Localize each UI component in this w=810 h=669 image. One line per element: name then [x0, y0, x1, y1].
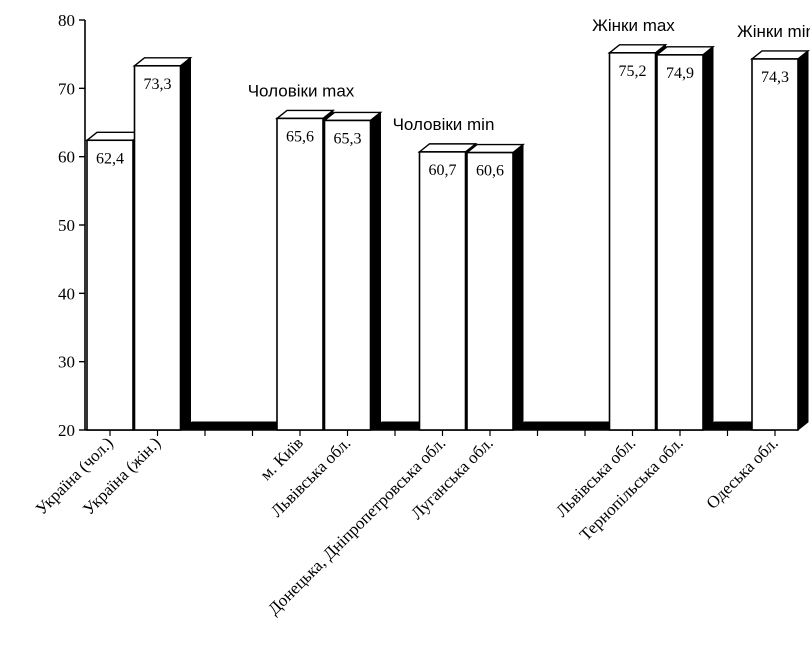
- bar-top: [655, 46, 715, 56]
- x-tick-label: Львівська обл.: [552, 433, 639, 520]
- y-tick-label: 40: [58, 284, 75, 303]
- bar-top: [322, 111, 383, 122]
- bar-top: [132, 57, 193, 67]
- bar-14: [750, 49, 810, 432]
- group-label: Чоловіки max: [248, 81, 355, 100]
- bar-side: [370, 111, 381, 432]
- group-label: Чоловіки min: [393, 115, 495, 134]
- group-label: Жінки max: [592, 16, 675, 35]
- y-tick-label: 50: [58, 216, 75, 235]
- value-label: 73,3: [144, 76, 172, 93]
- bar-front: [751, 58, 799, 431]
- bar-front: [656, 54, 704, 431]
- bar-top: [465, 143, 525, 154]
- value-label: 75,2: [619, 63, 647, 80]
- group-label: Жінки min: [737, 22, 810, 41]
- bar-front: [466, 151, 514, 431]
- bar-side: [512, 143, 524, 432]
- bar-top: [750, 50, 810, 60]
- bar-front: [276, 117, 324, 431]
- bar-top: [417, 143, 478, 153]
- bar-front: [608, 51, 657, 431]
- bar-top: [275, 109, 335, 120]
- bar-front: [133, 64, 182, 431]
- value-label: 60,6: [476, 163, 504, 180]
- value-label: 65,3: [334, 130, 362, 147]
- y-tick-label: 20: [58, 421, 75, 440]
- bar-front: [323, 119, 372, 431]
- x-tick-label: Луганська обл.: [407, 433, 497, 523]
- y-tick-label: 30: [58, 353, 75, 372]
- bar-front: [86, 139, 134, 431]
- y-tick-label: 60: [58, 148, 75, 167]
- y-tick-label: 80: [58, 11, 75, 30]
- bar-12: [655, 45, 715, 432]
- bar-side: [702, 45, 714, 432]
- x-tick-label: Одеська обл.: [702, 433, 781, 512]
- bar-5: [322, 111, 383, 432]
- value-label: 74,9: [666, 65, 694, 82]
- y-tick-label: 70: [58, 79, 75, 98]
- value-label: 62,4: [96, 150, 124, 167]
- bar-side: [797, 49, 809, 432]
- bar-side: [180, 56, 191, 432]
- bar-8: [465, 143, 525, 432]
- bar-top: [607, 44, 668, 54]
- bar-front: [418, 151, 467, 431]
- bar-1: [132, 56, 193, 432]
- value-label: 60,7: [429, 162, 457, 179]
- value-label: 65,6: [286, 128, 314, 145]
- value-label: 74,3: [761, 69, 789, 86]
